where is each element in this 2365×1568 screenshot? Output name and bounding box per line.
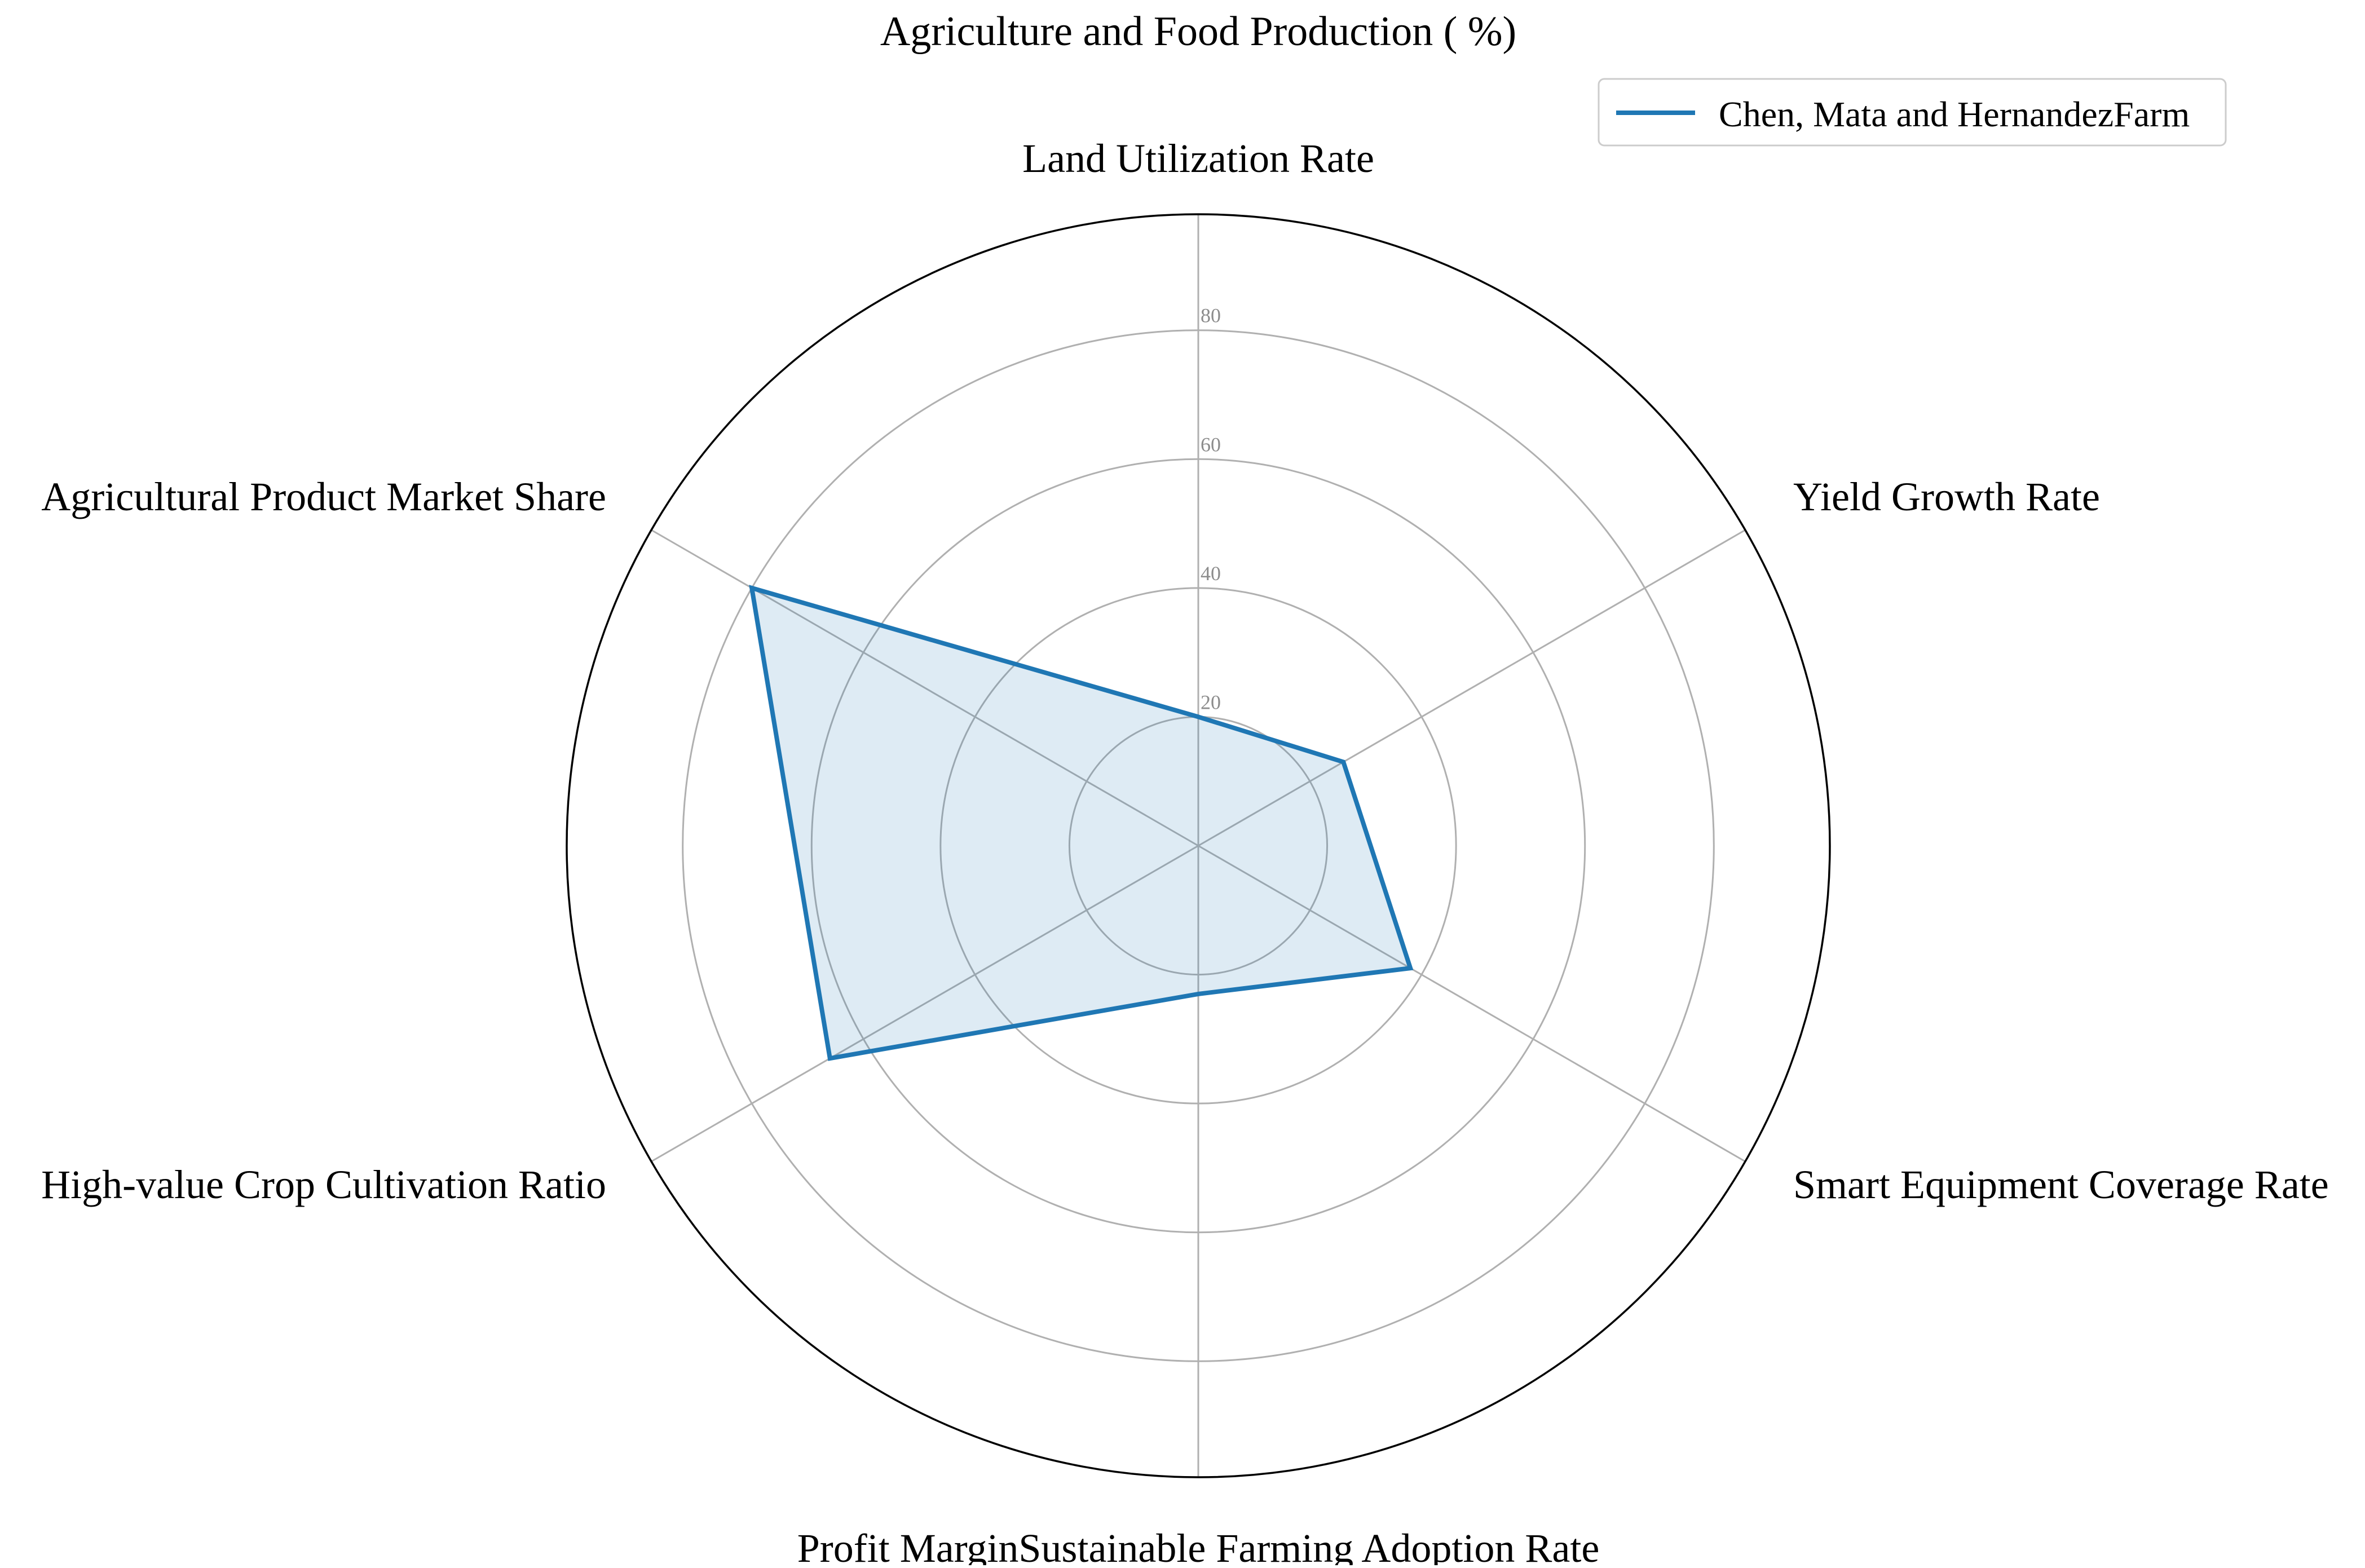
legend: Chen, Mata and HernandezFarm — [1599, 79, 2226, 145]
series-layer — [752, 588, 1410, 1058]
category-label: Smart Equipment Coverage Rate — [1793, 1162, 2329, 1207]
radial-tick-label: 80 — [1201, 304, 1221, 327]
chart-title: Agriculture and Food Production ( %) — [880, 8, 1516, 55]
category-label: Agricultural Product Market Share — [41, 474, 606, 519]
radial-tick-label: 60 — [1201, 433, 1221, 456]
category-label: Land Utilization Rate — [1022, 136, 1374, 181]
category-label: Profit MarginSustainable Farming Adoptio… — [797, 1526, 1600, 1565]
category-label: High-value Crop Cultivation Ratio — [41, 1162, 606, 1207]
series-area — [752, 588, 1410, 1058]
legend-label: Chen, Mata and HernandezFarm — [1719, 94, 2190, 134]
category-label: Yield Growth Rate — [1793, 474, 2100, 519]
radial-tick-label: 20 — [1201, 691, 1221, 713]
radial-tick-label: 40 — [1201, 562, 1221, 585]
